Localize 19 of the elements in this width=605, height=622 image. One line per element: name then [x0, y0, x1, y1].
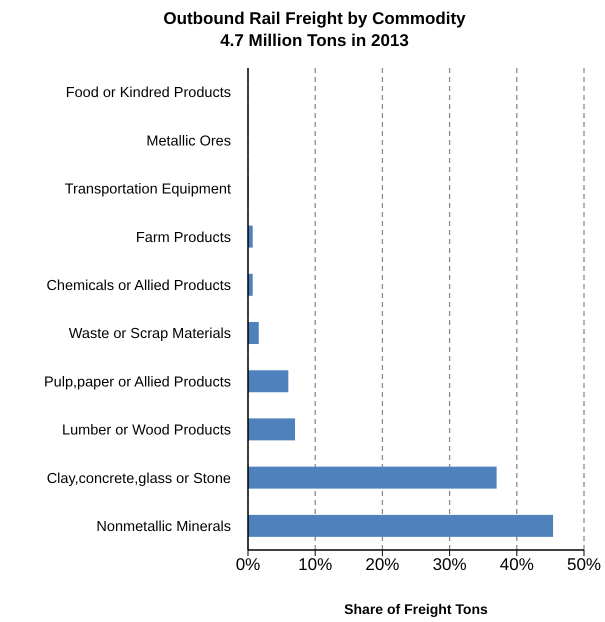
y-tick-label: Lumber or Wood Products [62, 422, 231, 439]
x-tick-label: 10% [298, 555, 332, 574]
x-tick-label: 0% [236, 555, 260, 574]
x-tick-label: 50% [566, 555, 602, 574]
y-tick-label: Pulp,paper or Allied Products [44, 374, 231, 390]
x-tick-label: 40% [500, 555, 534, 574]
y-tick-label: Chemicals or Allied Products [46, 278, 231, 294]
y-tick-label: Farm Products [136, 230, 231, 246]
y-tick-label: Waste or Scrap Materials [68, 326, 231, 342]
x-axis-title: Share of Freight Tons [344, 601, 488, 617]
x-tick-label: 30% [432, 555, 467, 574]
x-tick-label: 20% [365, 555, 400, 574]
y-tick-label: Clay,concrete,glass or Stone [46, 470, 231, 487]
y-tick-label: Metallic Ores [146, 133, 231, 150]
y-tick-label: Nonmetallic Minerals [96, 518, 231, 535]
y-tick-label: Transportation Equipment [64, 182, 231, 198]
chart-title: Outbound Rail Freight by Commodity [162, 8, 467, 30]
chart-subtitle: 4.7 Million Tons in 2013 [219, 30, 410, 52]
y-tick-label: Food or Kindred Products [66, 85, 231, 102]
